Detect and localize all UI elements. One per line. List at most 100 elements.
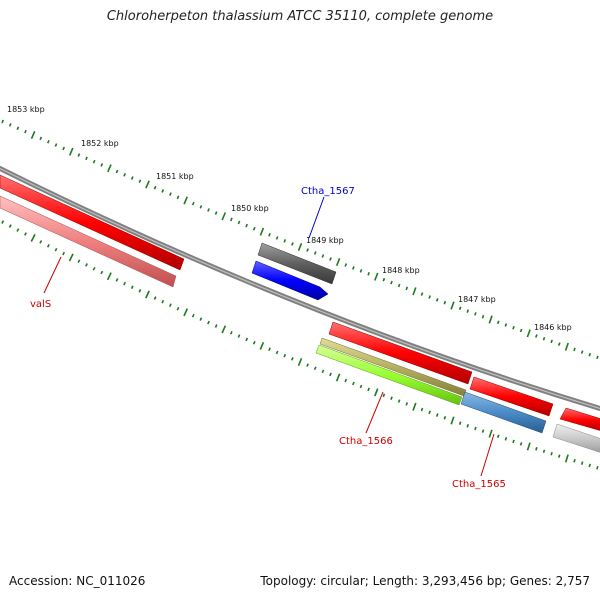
scale-tick-minor	[77, 259, 81, 263]
tick-label-1847: 1847 kbp	[458, 295, 496, 304]
scale-tick-major	[374, 272, 379, 281]
feature-Ctha_1565-steel[interactable]	[460, 391, 547, 434]
gene-label-Ctha_1567[interactable]: Ctha_1567	[301, 186, 355, 197]
scale-tick-minor	[535, 334, 538, 338]
scale-tick-minor	[153, 296, 157, 300]
scale-tick-minor	[176, 306, 180, 311]
scale-tick-minor	[321, 369, 325, 374]
scale-tick-minor	[24, 232, 27, 236]
scale-tick-major	[145, 180, 150, 189]
scale-tick-minor	[176, 195, 180, 200]
scale-tick-minor	[390, 280, 393, 285]
leader-line-Ctha_1566	[365, 391, 384, 434]
scale-tick-major	[335, 258, 341, 266]
scale-tick-major	[221, 212, 227, 221]
scale-tick-minor	[512, 326, 515, 330]
scale-tick-minor	[313, 251, 317, 255]
gene-arrow-Ctha_1565-forward[interactable]	[469, 376, 554, 417]
scale-tick-minor	[474, 312, 477, 316]
scale-tick-major	[183, 308, 189, 317]
genome-summary-text: Topology: circular; Length: 3,293,456 bp…	[260, 574, 590, 588]
scale-tick-minor	[8, 123, 12, 127]
scale-tick-minor	[367, 387, 370, 392]
scale-tick-minor	[519, 328, 523, 333]
scale-tick-minor	[46, 244, 50, 248]
scale-tick-minor	[168, 303, 172, 308]
scale-tick-minor	[191, 313, 195, 318]
scale-tick-minor	[268, 233, 271, 237]
scale-tick-minor	[291, 357, 294, 361]
scale-tick-major	[450, 416, 455, 425]
gene-label-Ctha_1566[interactable]: Ctha_1566	[339, 436, 393, 447]
scale-tick-minor	[550, 339, 553, 344]
feature-next-lightgray[interactable]	[552, 423, 600, 454]
scale-tick-minor	[596, 355, 599, 360]
scale-tick-minor	[550, 451, 553, 456]
scale-tick-minor	[390, 396, 393, 400]
scale-tick-minor	[573, 347, 576, 352]
scale-ticks-outer	[1, 119, 599, 360]
scale-tick-minor	[191, 201, 195, 206]
tick-label-1848: 1848 kbp	[382, 266, 420, 275]
scale-tick-minor	[435, 413, 439, 417]
scale-tick-minor	[199, 205, 203, 209]
scale-tick-minor	[138, 179, 142, 184]
scale-tick-minor	[397, 283, 401, 288]
scale-tick-minor	[161, 299, 165, 304]
scale-tick-minor	[481, 314, 485, 319]
scale-tick-minor	[420, 407, 424, 412]
scale-tick-minor	[359, 269, 363, 273]
gene-arrow-Ctha_1567-cds[interactable]	[251, 260, 329, 301]
scale-tick-minor	[92, 266, 96, 271]
scale-tick-minor	[207, 208, 210, 212]
scale-tick-major	[106, 272, 112, 281]
gene-arrow-Ctha_1566-forward[interactable]	[328, 321, 473, 385]
scale-tick-minor	[85, 156, 88, 161]
scale-tick-minor	[352, 266, 355, 270]
scale-tick-major	[297, 242, 303, 252]
scale-tick-minor	[123, 281, 127, 286]
genome-backbone-highlight	[0, 167, 600, 410]
scale-tick-minor	[130, 285, 134, 290]
scale-tick-minor	[313, 366, 317, 371]
scale-tick-minor	[557, 342, 561, 346]
scale-tick-minor	[115, 169, 119, 174]
scale-tick-minor	[207, 320, 210, 325]
gene-label-valS[interactable]: valS	[30, 299, 51, 310]
tick-label-1852: 1852 kbp	[81, 139, 119, 148]
scale-tick-minor	[496, 320, 500, 325]
scale-tick-minor	[100, 270, 104, 275]
scale-tick-major	[450, 301, 455, 310]
scale-tick-minor	[54, 247, 58, 252]
scale-tick-minor	[275, 236, 279, 240]
scale-tick-minor	[359, 384, 363, 389]
scale-tick-minor	[496, 434, 500, 439]
scale-tick-minor	[519, 442, 523, 446]
scale-tick-minor	[588, 352, 592, 357]
scale-tick-minor	[580, 350, 584, 354]
scale-tick-major	[297, 357, 303, 367]
scale-tick-minor	[344, 263, 348, 267]
feature-Ctha_1566-lime[interactable]	[315, 344, 463, 406]
gene-label-Ctha_1565[interactable]: Ctha_1565	[452, 479, 506, 490]
scale-tick-minor	[344, 378, 348, 383]
scale-tick-minor	[1, 119, 5, 124]
scale-tick-minor	[458, 421, 462, 425]
scale-tick-minor	[428, 295, 431, 299]
scale-tick-minor	[580, 461, 584, 465]
scale-tick-major	[335, 373, 341, 382]
scale-tick-major	[526, 442, 531, 451]
scale-tick-minor	[245, 223, 248, 228]
scale-tick-minor	[62, 251, 66, 256]
gene-arrow-valS-forward[interactable]	[0, 174, 185, 271]
gene-arrow-next-forward[interactable]	[559, 407, 600, 432]
scale-tick-minor	[306, 248, 309, 252]
gene-arrow-valS-reverse[interactable]	[0, 195, 177, 288]
scale-tick-minor	[367, 272, 370, 276]
scale-tick-minor	[443, 416, 447, 420]
scale-tick-minor	[428, 410, 431, 415]
scale-tick-minor	[596, 465, 599, 470]
scale-tick-major	[526, 329, 531, 338]
gene-arrow-Ctha_1567[interactable]	[257, 242, 337, 285]
